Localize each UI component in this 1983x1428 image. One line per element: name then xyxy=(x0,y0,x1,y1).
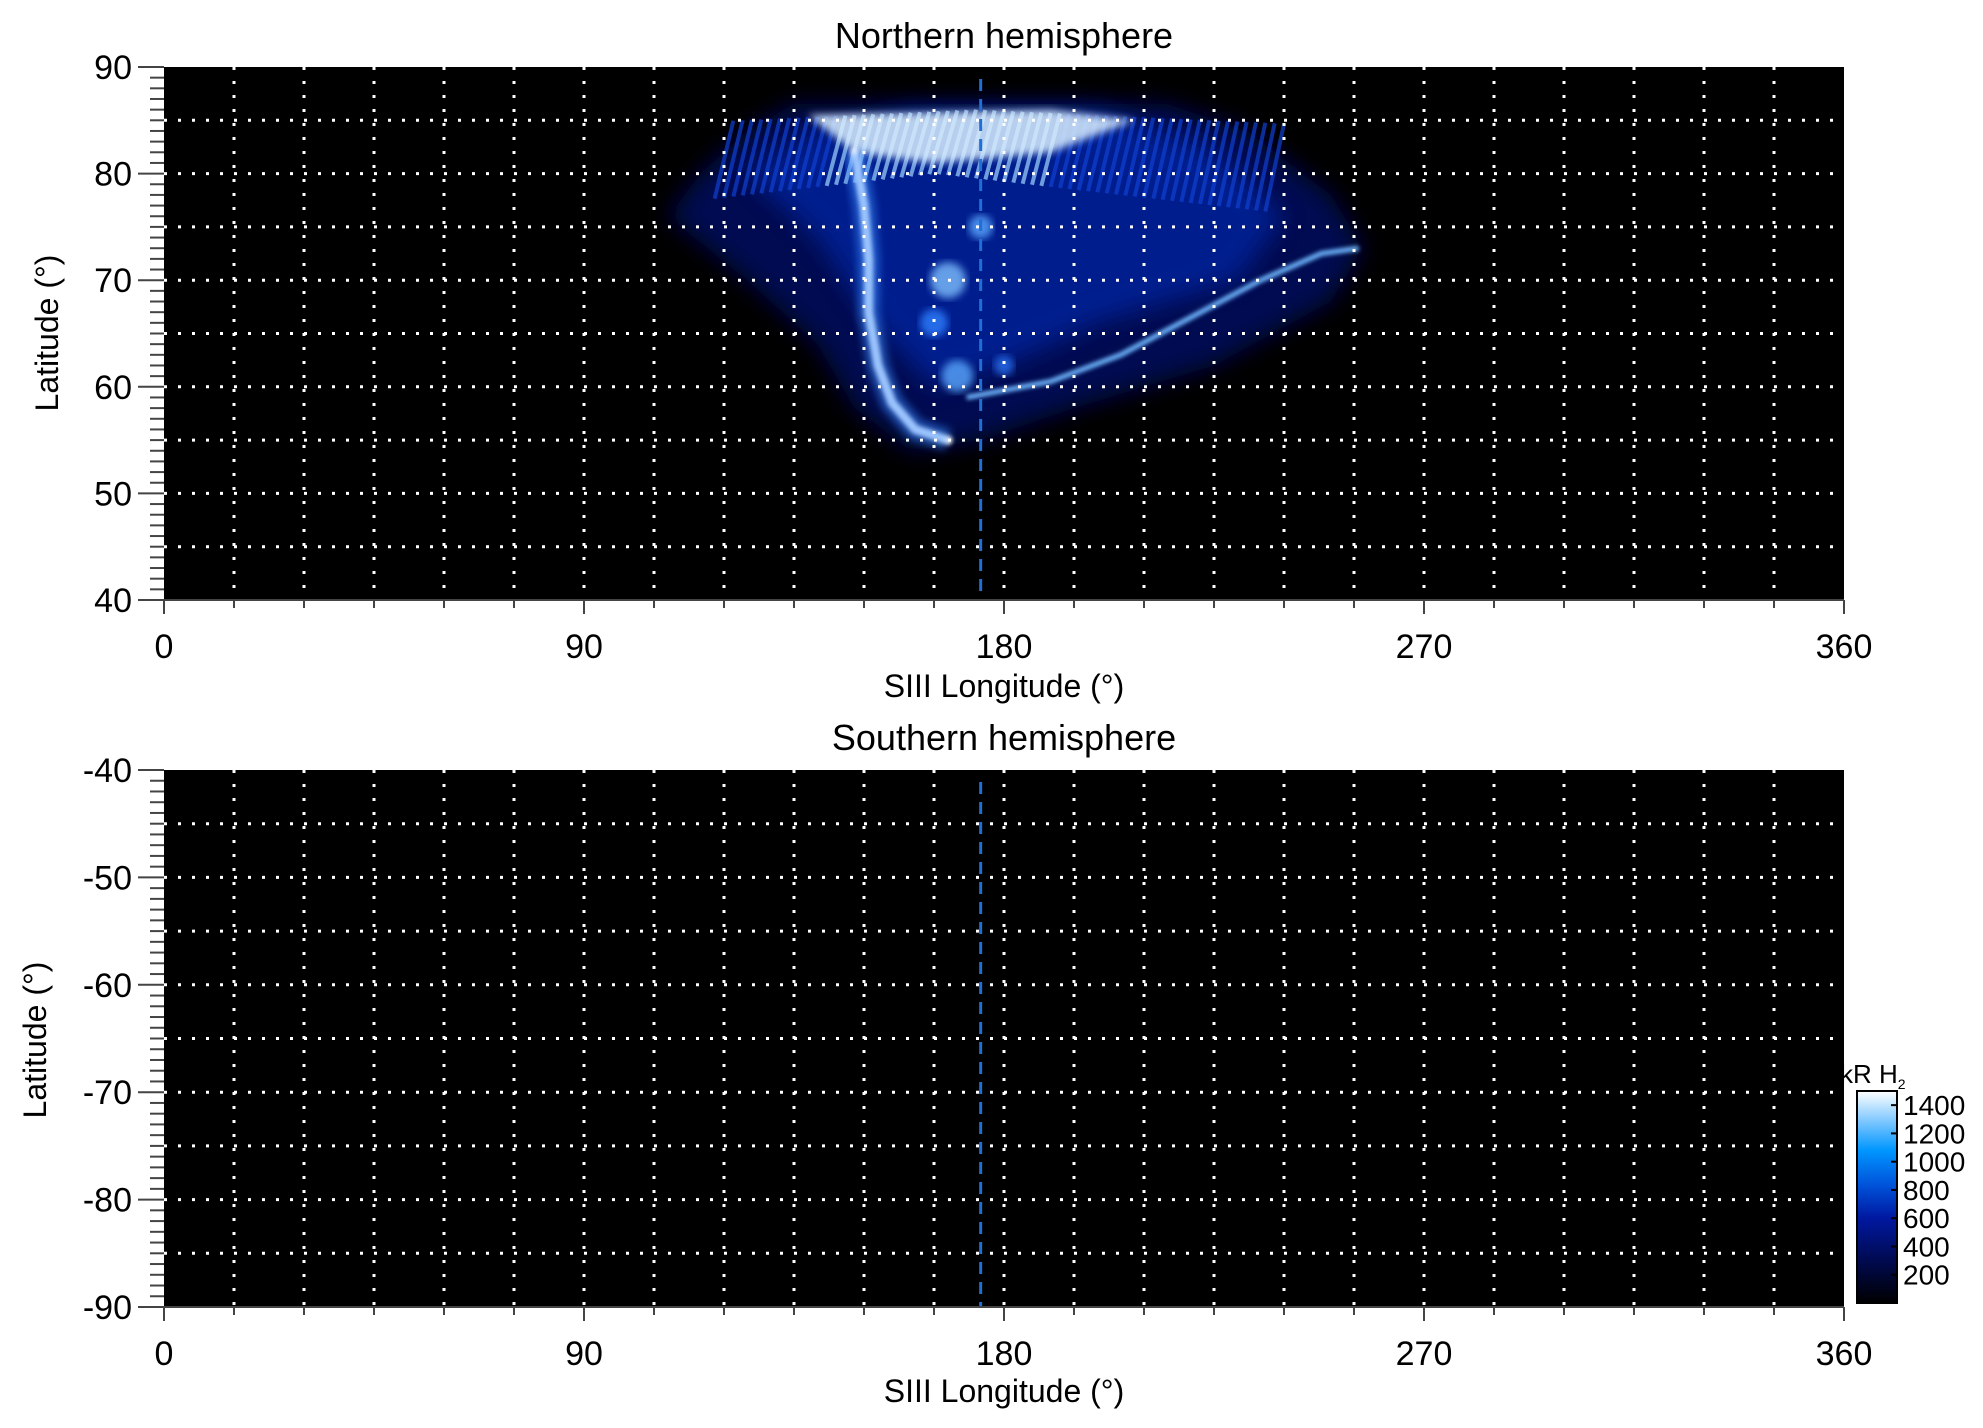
x-tick-label: 270 xyxy=(1396,628,1453,666)
dawn-auroral-arc xyxy=(966,245,1360,400)
y-tick-label: 60 xyxy=(94,369,132,407)
x-tick-label: 270 xyxy=(1396,1335,1453,1373)
emission-streak xyxy=(1142,117,1165,199)
emission-streak xyxy=(1216,121,1240,207)
emission-streak xyxy=(712,120,736,200)
emission-streak xyxy=(806,115,829,189)
emission-streak xyxy=(1254,122,1277,211)
colorbar-tick-label: 200 xyxy=(1903,1260,1950,1291)
emission-streak xyxy=(1123,116,1146,196)
colorbar-tick-label: 1200 xyxy=(1903,1118,1965,1149)
y-tick-label: 90 xyxy=(94,49,132,87)
north-title: Northern hemisphere xyxy=(835,15,1173,56)
emission-streak xyxy=(759,118,782,194)
x-tick-label: 180 xyxy=(976,628,1033,666)
emission-streak xyxy=(750,118,773,195)
x-tick-label: 360 xyxy=(1816,628,1873,666)
x-tick-label: 360 xyxy=(1816,1335,1873,1373)
x-tick-label: 90 xyxy=(565,1335,603,1373)
south-ylabel: Latitude (°) xyxy=(17,962,53,1119)
colorbar-tick-label: 1000 xyxy=(1903,1147,1965,1178)
north-axes: 40 50 60 70 80 90 0 90 180 270 360 xyxy=(94,49,1872,666)
emission-streak xyxy=(1235,122,1258,209)
emission-streak xyxy=(1244,122,1268,210)
north-grid xyxy=(164,67,1844,600)
emission-spot xyxy=(994,355,1014,376)
south-title: Southern hemisphere xyxy=(832,717,1176,758)
y-tick-label: -70 xyxy=(83,1074,132,1112)
colorbar-label: kR H2 xyxy=(1840,1059,1906,1092)
emission-spot xyxy=(920,308,948,337)
south-panel: Southern hemisphere -40 -50 -60 -70 -80 -90 0 9… xyxy=(17,717,1872,1409)
x-tick-label: 0 xyxy=(155,1335,174,1373)
south-grid xyxy=(164,770,1844,1307)
emission-streak xyxy=(1170,118,1193,202)
north-panel: Northern hemisphere 40 50 60 70 80 90 0 90 180 27… xyxy=(29,15,1872,704)
y-tick-label: 70 xyxy=(94,262,132,300)
emission-streak xyxy=(1114,116,1137,195)
emission-streak xyxy=(1188,119,1212,204)
y-tick-label: -90 xyxy=(83,1289,132,1327)
emission-streak xyxy=(768,117,792,193)
colorbar-tick-label: 400 xyxy=(1903,1231,1950,1262)
south-axes: -40 -50 -60 -70 -80 -90 0 90 180 270 360 xyxy=(83,752,1873,1373)
y-tick-label: 50 xyxy=(94,475,132,513)
emission-streak xyxy=(1226,121,1249,208)
emission-streak xyxy=(778,117,801,192)
emission-streak xyxy=(1198,120,1221,205)
emission-streak xyxy=(722,119,745,199)
y-tick-label: -80 xyxy=(83,1182,132,1220)
emission-streak xyxy=(1132,117,1156,197)
colorbar-tick-label: 1400 xyxy=(1903,1090,1965,1121)
y-tick-label: 80 xyxy=(94,156,132,194)
emission-streak xyxy=(787,116,810,191)
north-aurora-emission xyxy=(668,104,1364,451)
emission-streak xyxy=(731,119,754,197)
y-tick-label: 40 xyxy=(94,582,132,620)
polar-bright-region xyxy=(808,109,1135,163)
y-tick-label: -40 xyxy=(83,752,132,790)
axis-spacer xyxy=(144,67,145,600)
emission-spot xyxy=(941,360,974,393)
y-tick-label: -50 xyxy=(83,859,132,897)
emission-streak xyxy=(1160,118,1184,201)
y-tick-label: -60 xyxy=(83,967,132,1005)
emission-streak xyxy=(1151,118,1174,200)
north-ylabel: Latitude (°) xyxy=(29,255,65,412)
x-tick-label: 90 xyxy=(565,628,603,666)
emission-streak xyxy=(1104,115,1128,194)
colorbar-gradient xyxy=(1856,1090,1898,1304)
emission-streak xyxy=(740,118,764,196)
south-xlabel: SIII Longitude (°) xyxy=(884,1373,1124,1409)
colorbar-tick-label: 800 xyxy=(1903,1175,1950,1206)
axis-spacer xyxy=(144,770,145,1307)
north-xlabel: SIII Longitude (°) xyxy=(884,668,1124,704)
emission-streak xyxy=(1263,123,1286,212)
emission-streak xyxy=(1207,120,1230,206)
main-arc-glow xyxy=(843,150,952,451)
emission-streak xyxy=(1095,115,1118,193)
emission-streak xyxy=(1179,119,1202,203)
emission-streak xyxy=(796,116,820,190)
x-tick-label: 0 xyxy=(155,628,174,666)
colorbar-tick-label: 600 xyxy=(1903,1203,1950,1234)
x-tick-label: 180 xyxy=(976,1335,1033,1373)
